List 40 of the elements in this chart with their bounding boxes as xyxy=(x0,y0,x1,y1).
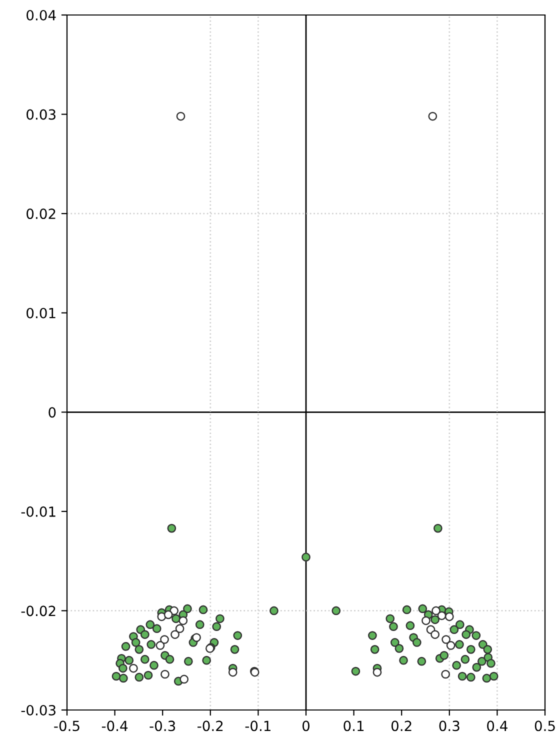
point xyxy=(178,616,188,626)
point xyxy=(175,624,184,634)
point xyxy=(176,112,186,121)
x-tick-label: -0.4 xyxy=(102,720,128,732)
y-tick-label: -0.01 xyxy=(21,506,56,517)
y-tick-label: -0.03 xyxy=(21,704,56,716)
point xyxy=(446,641,456,650)
x-tick-label: 0.3 xyxy=(439,720,460,732)
point xyxy=(160,635,169,644)
x-tick-label: -0.1 xyxy=(245,720,270,732)
x-tick-label: 0.4 xyxy=(487,720,508,732)
point xyxy=(430,630,440,639)
point xyxy=(129,664,138,673)
y-tick-label: -0.02 xyxy=(21,606,56,616)
point xyxy=(437,611,446,620)
point xyxy=(444,612,454,622)
point xyxy=(441,670,450,679)
point xyxy=(160,670,170,679)
y-tick-label: 0 xyxy=(48,407,56,418)
y-tick-label: 0.02 xyxy=(26,208,56,220)
point xyxy=(428,112,438,121)
y-tick-label: 0.03 xyxy=(26,109,56,120)
x-tick-label: 0.2 xyxy=(391,720,412,732)
x-tick-label: 0.1 xyxy=(344,720,364,732)
x-tick-label: 0 xyxy=(302,720,310,732)
x-tick-label: -0.3 xyxy=(150,720,176,732)
point xyxy=(164,610,173,620)
point xyxy=(422,616,430,626)
point xyxy=(432,606,440,616)
y-tick-label: 0.04 xyxy=(26,10,56,20)
point xyxy=(228,668,238,677)
x-tick-label: -0.2 xyxy=(198,720,223,732)
y-tick-label: 0.01 xyxy=(26,308,56,318)
point xyxy=(180,674,189,684)
point xyxy=(156,641,165,650)
point xyxy=(372,668,382,677)
point xyxy=(170,630,180,639)
point xyxy=(442,635,450,644)
x-tick-label: -0.5 xyxy=(54,720,80,732)
x-tick-label: 0.5 xyxy=(534,720,555,732)
